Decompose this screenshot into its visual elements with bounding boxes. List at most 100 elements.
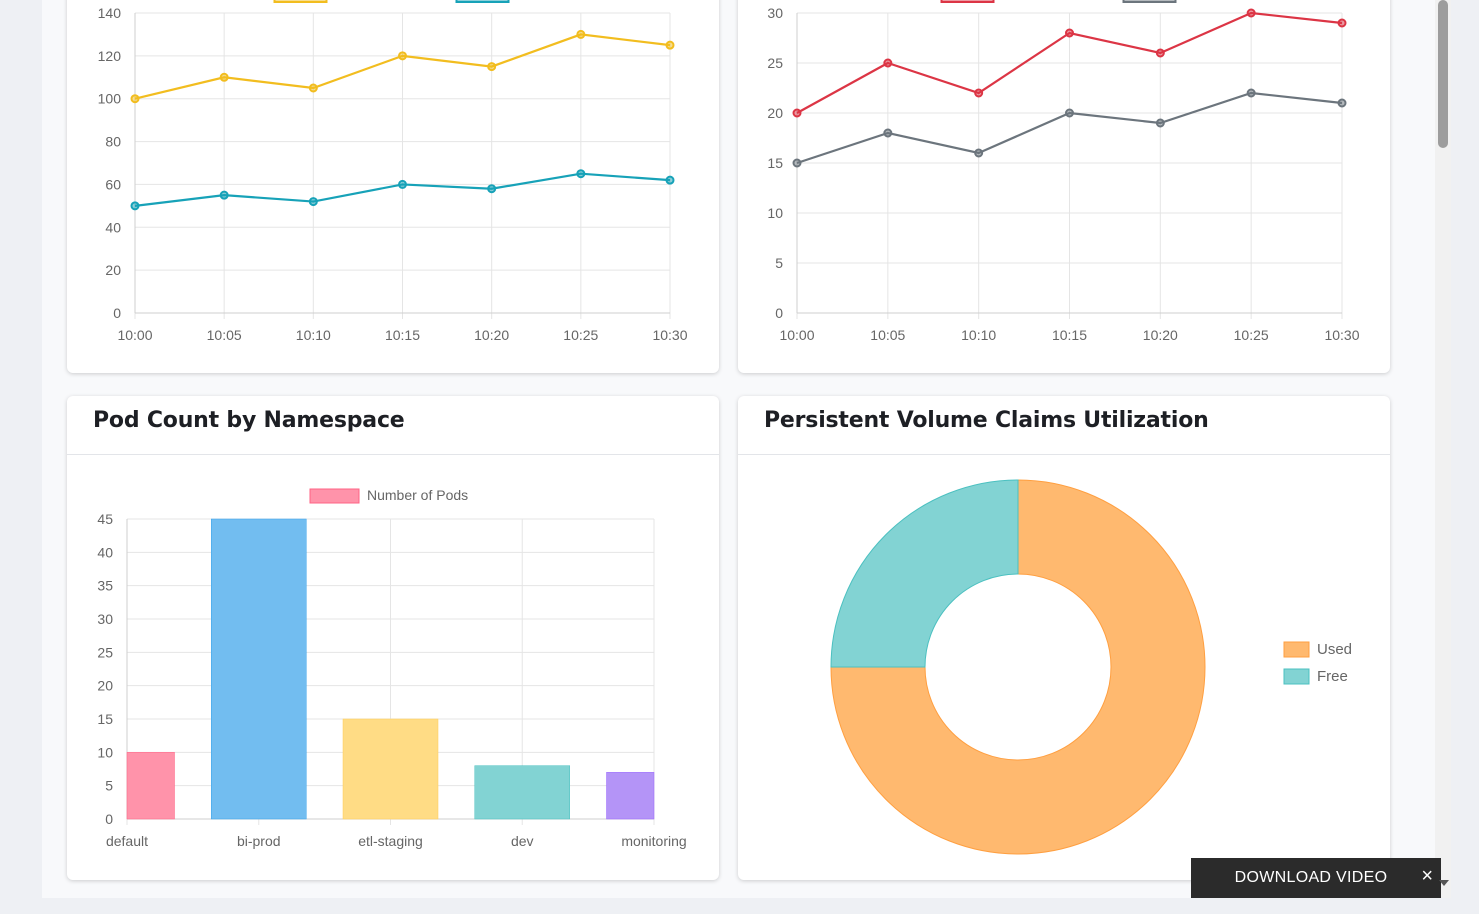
data-point bbox=[308, 197, 318, 207]
x-tick-label: default bbox=[106, 833, 148, 849]
x-tick-label: 10:20 bbox=[1143, 327, 1178, 343]
y-tick-label: 25 bbox=[767, 55, 783, 71]
data-point bbox=[130, 94, 140, 104]
x-tick-label: 10:20 bbox=[474, 327, 509, 343]
y-tick-label: 0 bbox=[105, 811, 113, 827]
y-tick-label: 40 bbox=[105, 219, 121, 235]
data-point bbox=[398, 51, 407, 61]
x-tick-label: 10:10 bbox=[296, 327, 331, 343]
legend-swatch bbox=[1122, 0, 1177, 3]
x-tick-label: 10:30 bbox=[1324, 327, 1359, 343]
x-tick-label: etl-staging bbox=[358, 833, 423, 849]
x-tick-label: 10:30 bbox=[652, 327, 687, 343]
bar bbox=[211, 518, 307, 820]
y-tick-label: 5 bbox=[105, 778, 113, 794]
bar bbox=[126, 752, 175, 820]
pod-count-bar-chart: Number of Pods 0 5 10 15 20 25 30 35 40 45 default b… bbox=[97, 487, 686, 849]
data-point bbox=[576, 169, 586, 179]
data-point bbox=[665, 175, 675, 185]
card-header: Persistent Volume Claims Utilization bbox=[738, 396, 1390, 455]
x-tick-label: bi-prod bbox=[237, 833, 281, 849]
y-tick-label: 20 bbox=[105, 262, 121, 278]
bar bbox=[342, 718, 439, 820]
data-point bbox=[1337, 18, 1347, 28]
data-point bbox=[792, 158, 802, 168]
data-point bbox=[1065, 28, 1074, 38]
data-point bbox=[219, 190, 229, 200]
y-tick-label: 0 bbox=[775, 305, 783, 321]
card-title: Persistent Volume Claims Utilization bbox=[764, 408, 1209, 433]
x-tick-label: 10:25 bbox=[563, 327, 598, 343]
y-tick-label: 35 bbox=[97, 578, 113, 594]
data-point bbox=[130, 201, 140, 211]
data-point bbox=[974, 148, 984, 158]
y-tick-label: 40 bbox=[97, 544, 113, 560]
data-point bbox=[665, 40, 675, 50]
x-tick-label: 10:00 bbox=[779, 327, 814, 343]
data-point bbox=[1246, 8, 1256, 18]
line-chart-left: 0 20 40 60 80 100 120 140 10:00 10:05 10:10 10:15 10… bbox=[98, 0, 688, 343]
x-tick-label: monitoring bbox=[621, 833, 686, 849]
data-point bbox=[974, 88, 984, 98]
pie-slice bbox=[830, 479, 1019, 668]
card-header: Pod Count by Namespace bbox=[67, 396, 719, 455]
data-point bbox=[487, 62, 497, 72]
data-point bbox=[1155, 118, 1165, 128]
x-tick-label: 10:00 bbox=[117, 327, 152, 343]
dashboard-content: 0 20 40 60 80 100 120 140 10:00 10:05 10:10 10:15 10… bbox=[42, 0, 1435, 898]
y-tick-label: 100 bbox=[98, 91, 122, 107]
y-tick-label: 20 bbox=[97, 678, 113, 694]
y-tick-label: 140 bbox=[98, 5, 122, 21]
bar bbox=[474, 765, 570, 820]
legend-label: Used bbox=[1317, 641, 1352, 658]
y-tick-label: 10 bbox=[767, 205, 783, 221]
data-point bbox=[1246, 88, 1256, 98]
x-tick-label: 10:10 bbox=[961, 327, 996, 343]
legend-swatch bbox=[273, 0, 328, 3]
page-scrollbar-thumb[interactable] bbox=[1438, 0, 1448, 148]
y-tick-label: 30 bbox=[767, 5, 783, 21]
y-tick-label: 0 bbox=[113, 305, 121, 321]
data-point bbox=[1065, 108, 1074, 118]
data-point bbox=[398, 179, 407, 189]
data-point bbox=[487, 184, 497, 194]
y-tick-label: 60 bbox=[105, 176, 121, 192]
data-point bbox=[792, 108, 802, 118]
data-point bbox=[576, 29, 586, 39]
data-point bbox=[1337, 98, 1347, 108]
cluster-line-chart-card: 0 20 40 60 80 100 120 140 10:00 10:05 10:10 10:15 10… bbox=[67, 0, 719, 373]
download-video-button[interactable]: DOWNLOAD VIDEO bbox=[1234, 869, 1388, 886]
legend-swatch bbox=[940, 0, 995, 3]
x-tick-label: 10:05 bbox=[207, 327, 242, 343]
legend-swatch bbox=[455, 0, 510, 3]
data-point bbox=[1155, 48, 1165, 58]
y-tick-label: 30 bbox=[97, 611, 113, 627]
download-video-bar[interactable]: DOWNLOAD VIDEO × bbox=[1191, 858, 1441, 898]
x-tick-label: 10:15 bbox=[1052, 327, 1087, 343]
x-tick-label: 10:25 bbox=[1234, 327, 1269, 343]
page-scrollbar[interactable] bbox=[1435, 0, 1451, 898]
legend-label: Number of Pods bbox=[367, 487, 468, 503]
close-icon[interactable]: × bbox=[1421, 865, 1433, 887]
data-point bbox=[883, 58, 893, 68]
pod-count-card: Pod Count by Namespace Number of Pods 0 5 1… bbox=[67, 396, 719, 880]
x-tick-label: 10:05 bbox=[870, 327, 905, 343]
line-chart-right: 0 5 10 15 20 25 30 10:00 10:05 10:10 10:15 10:20 10:… bbox=[767, 0, 1360, 343]
y-tick-label: 15 bbox=[97, 711, 113, 727]
latency-line-chart-card: 0 5 10 15 20 25 30 10:00 10:05 10:10 10:15 10:20 10:… bbox=[738, 0, 1390, 373]
data-point bbox=[308, 83, 318, 93]
y-tick-label: 80 bbox=[105, 134, 121, 150]
chevron-down-icon bbox=[1439, 880, 1449, 886]
x-tick-label: dev bbox=[511, 833, 534, 849]
y-tick-label: 45 bbox=[97, 511, 113, 527]
data-point bbox=[219, 72, 229, 82]
pvc-doughnut-chart: Used Free bbox=[830, 479, 1352, 855]
y-tick-label: 20 bbox=[767, 105, 783, 121]
y-tick-label: 120 bbox=[98, 48, 122, 64]
y-tick-label: 10 bbox=[97, 744, 113, 760]
legend-swatch bbox=[309, 488, 360, 504]
pvc-utilization-card: Persistent Volume Claims Utilization Use… bbox=[738, 396, 1390, 880]
y-tick-label: 5 bbox=[775, 255, 783, 271]
card-title: Pod Count by Namespace bbox=[93, 408, 405, 433]
x-tick-label: 10:15 bbox=[385, 327, 420, 343]
